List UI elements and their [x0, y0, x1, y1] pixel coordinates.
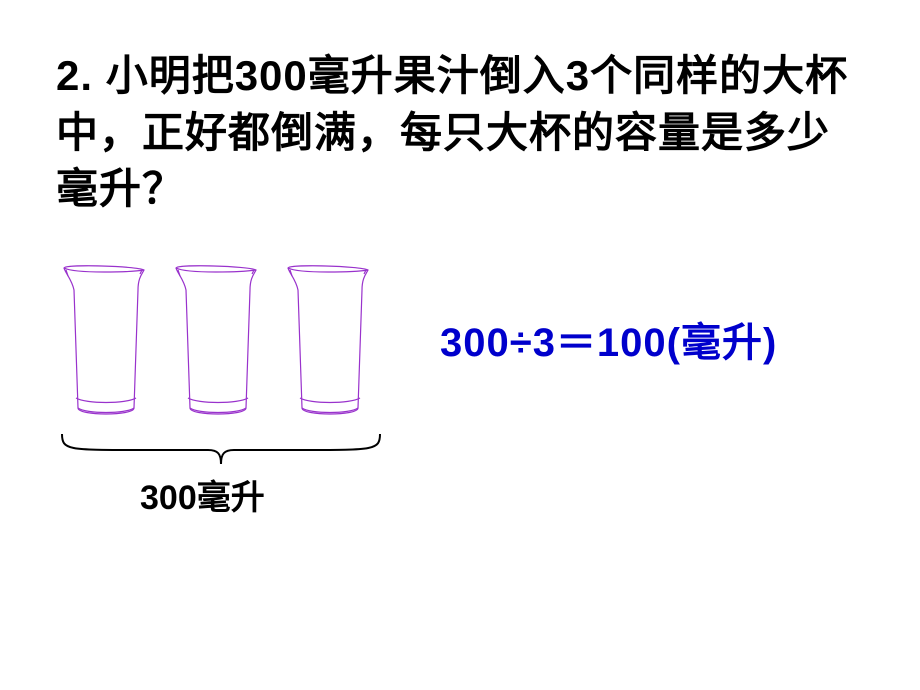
brace-icon: [58, 430, 384, 470]
diagram-caption: 300毫升: [140, 470, 265, 519]
answer-text: 300÷3＝100(毫升): [440, 310, 777, 368]
question-text: 2. 小明把300毫升果汁倒入3个同样的大杯中，正好都倒满，每只大杯的容量是多少…: [56, 48, 866, 218]
slide: 2. 小明把300毫升果汁倒入3个同样的大杯中，正好都倒满，每只大杯的容量是多少…: [0, 0, 920, 690]
cup-2: [176, 266, 256, 414]
cup-3: [288, 266, 368, 414]
cups-diagram: [56, 260, 386, 430]
cup-1: [64, 266, 144, 414]
